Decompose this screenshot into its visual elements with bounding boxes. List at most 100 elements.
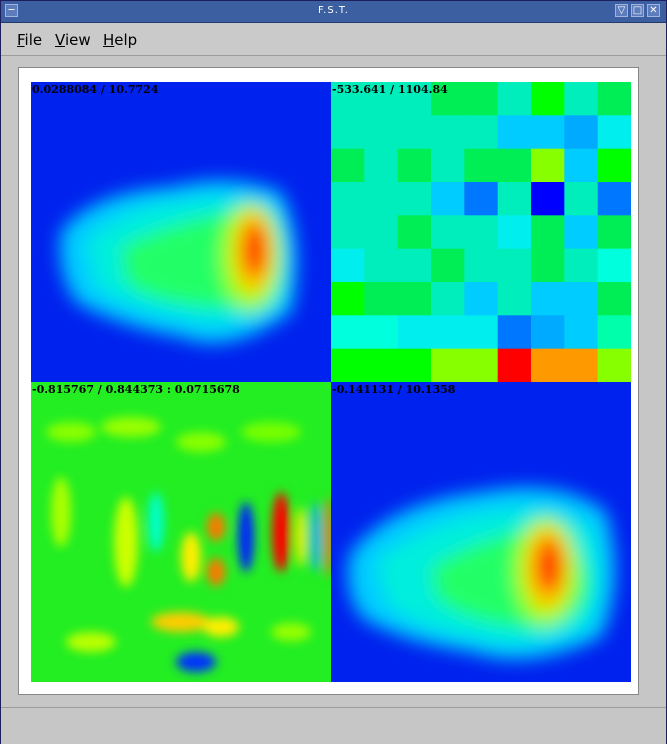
quadrant-label-bottom-right: -0.141131 / 10.1358 xyxy=(332,383,456,396)
quadrant-label-top-left: 0.0288084 / 10.7724 xyxy=(32,83,159,96)
plot-panel: 0.0288084 / 10.7724 -533.641 / 1104.84 xyxy=(18,67,639,695)
grid-cell xyxy=(531,348,565,382)
grid-cell xyxy=(331,348,365,382)
grid-cell xyxy=(364,315,399,350)
grid-cell xyxy=(431,115,465,150)
grid-cell xyxy=(564,215,599,250)
grid-cell xyxy=(497,348,532,382)
grid-cell xyxy=(564,148,599,183)
status-bar xyxy=(1,707,666,744)
grid-cell xyxy=(564,82,599,116)
heatmap-top-left xyxy=(31,82,331,382)
grid-cell xyxy=(597,215,631,250)
grid-cell xyxy=(464,82,499,116)
grid-cell xyxy=(331,115,365,150)
grid-cell xyxy=(464,282,499,316)
grid-cell xyxy=(331,82,365,116)
menu-view[interactable]: View xyxy=(55,31,91,49)
grid-cell xyxy=(531,82,565,116)
grid-cell xyxy=(397,315,432,350)
grid-cell xyxy=(364,215,399,250)
grid-cell xyxy=(397,115,432,150)
maximize-icon[interactable]: □ xyxy=(631,4,644,17)
grid-cell xyxy=(597,282,631,316)
grid-cell xyxy=(331,248,365,283)
grid-cell xyxy=(531,148,565,183)
quadrant-label-top-right: -533.641 / 1104.84 xyxy=(332,83,448,96)
grid-cell xyxy=(364,115,399,150)
grid-cell xyxy=(397,348,432,382)
window-menu-icon[interactable]: ─ xyxy=(5,4,18,17)
grid-cell xyxy=(597,182,631,216)
grid-cell xyxy=(397,82,432,116)
grid-cell xyxy=(397,248,432,283)
grid-cell xyxy=(364,182,399,216)
grid-cell xyxy=(464,115,499,150)
grid-cell xyxy=(397,182,432,216)
grid-cell xyxy=(531,315,565,350)
grid-cell xyxy=(464,148,499,183)
grid-cell xyxy=(564,282,599,316)
grid-cell xyxy=(331,282,365,316)
grid-cell xyxy=(531,215,565,250)
grid-cell xyxy=(331,315,365,350)
quadrant-top-left[interactable]: 0.0288084 / 10.7724 xyxy=(31,82,331,382)
menu-view-rest: iew xyxy=(64,31,91,49)
grid-cell xyxy=(564,348,599,382)
grid-cell xyxy=(497,215,532,250)
grid-cell xyxy=(597,248,631,283)
grid-cell xyxy=(531,115,565,150)
title-bar[interactable]: ─ F.S.T. ▽ □ ✕ xyxy=(1,1,666,23)
grid-cell xyxy=(497,182,532,216)
grid-cell xyxy=(331,148,365,183)
menu-help[interactable]: Help xyxy=(103,31,137,49)
grid-cell xyxy=(597,115,631,150)
grid-cell xyxy=(464,182,499,216)
grid-cell xyxy=(497,115,532,150)
grid-cell xyxy=(364,282,399,316)
grid-cell xyxy=(431,248,465,283)
grid-cell xyxy=(564,248,599,283)
grid-cell xyxy=(497,315,532,350)
grid-cell xyxy=(497,148,532,183)
grid-cell xyxy=(531,248,565,283)
grid-cell xyxy=(431,215,465,250)
heatmap-top-right xyxy=(331,82,631,382)
minimize-icon[interactable]: ▽ xyxy=(615,4,628,17)
grid-cell xyxy=(564,115,599,150)
grid-cell xyxy=(331,215,365,250)
grid-cell xyxy=(431,282,465,316)
heatmap-bottom-right xyxy=(331,382,631,682)
grid-cell xyxy=(497,248,532,283)
grid-cell xyxy=(397,215,432,250)
close-icon[interactable]: ✕ xyxy=(647,4,660,17)
menu-file-rest: ile xyxy=(24,31,43,49)
grid-cell xyxy=(431,348,465,382)
quadrant-bottom-right[interactable]: -0.141131 / 10.1358 xyxy=(331,382,631,682)
quadrant-bottom-left[interactable]: -0.815767 / 0.844373 : 0.0715678 xyxy=(31,382,331,682)
window-title: F.S.T. xyxy=(318,5,349,16)
grid-cell xyxy=(364,348,399,382)
grid-cell xyxy=(397,282,432,316)
menu-file[interactable]: File xyxy=(17,31,42,49)
grid-cell xyxy=(364,148,399,183)
grid-cell xyxy=(464,315,499,350)
grid-cell xyxy=(431,182,465,216)
grid-cell xyxy=(497,282,532,316)
grid-cell xyxy=(431,315,465,350)
grid-cell xyxy=(364,82,399,116)
grid-cell xyxy=(331,182,365,216)
grid-cell xyxy=(464,248,499,283)
menu-file-mnemonic: F xyxy=(17,31,25,49)
grid-cell xyxy=(597,148,631,183)
grid-cell xyxy=(464,348,499,382)
grid-cell xyxy=(597,315,631,350)
grid-cell xyxy=(597,348,631,382)
menu-help-rest: elp xyxy=(114,31,138,49)
grid-cell xyxy=(564,182,599,216)
grid-cell xyxy=(531,182,565,216)
menu-view-mnemonic: V xyxy=(55,31,65,49)
grid-cell xyxy=(431,82,465,116)
quadrant-top-right[interactable]: -533.641 / 1104.84 xyxy=(331,82,631,382)
